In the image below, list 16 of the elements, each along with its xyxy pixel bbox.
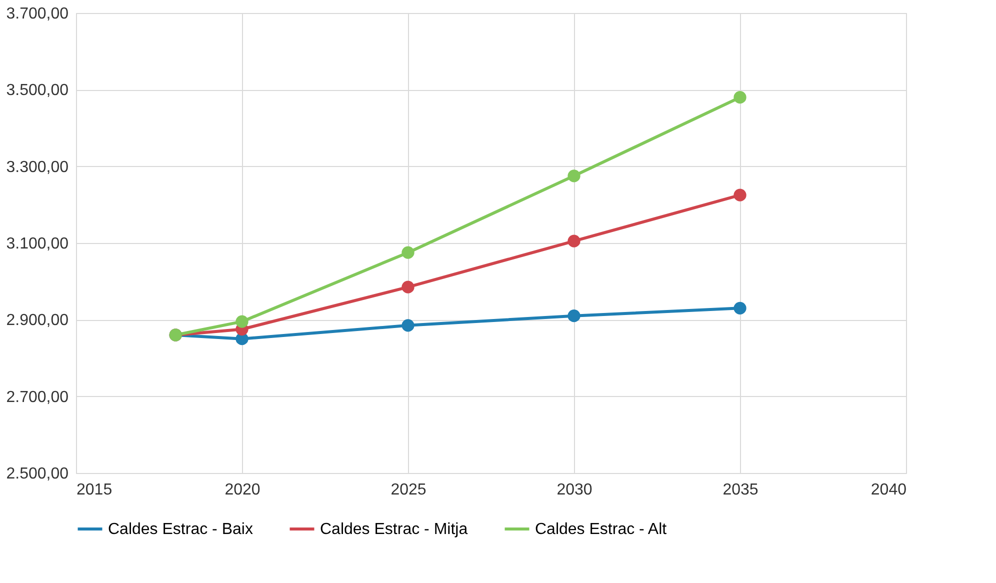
- legend-label: Caldes Estrac - Alt: [535, 521, 668, 538]
- legend-label: Caldes Estrac - Mitja: [320, 521, 468, 538]
- y-tick-label: 2.900,00: [6, 312, 69, 330]
- y-tick-label: 2.500,00: [6, 466, 69, 482]
- x-tick-label: 2030: [556, 482, 592, 498]
- y-tick-label: 3.100,00: [6, 236, 69, 252]
- x-tick-label: 2015: [76, 482, 112, 498]
- y-tick-label: 3.700,00: [6, 6, 69, 22]
- x-tick-label: 2020: [224, 482, 260, 498]
- legend-label: Caldes Estrac - Baix: [108, 521, 253, 538]
- x-tick-label: 2025: [390, 482, 426, 498]
- y-tick-label: 3.500,00: [6, 82, 69, 100]
- x-tick-label: 2040: [870, 482, 907, 498]
- y-tick-label: 2.700,00: [6, 388, 69, 406]
- x-tick-label: 2035: [722, 482, 758, 498]
- y-tick-label: 3.300,00: [6, 158, 69, 176]
